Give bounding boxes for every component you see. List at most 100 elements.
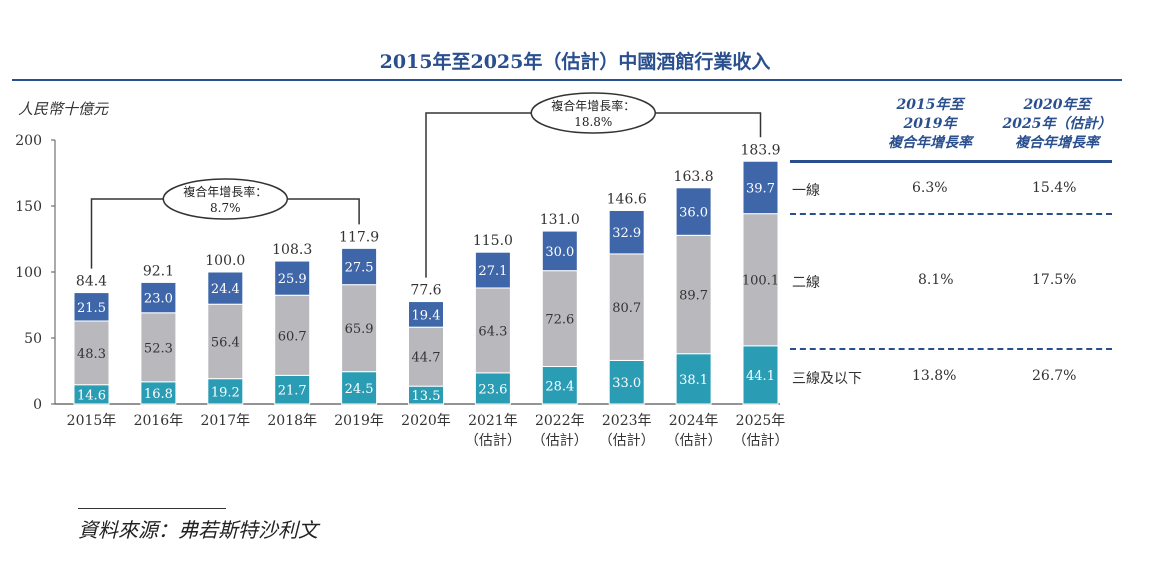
- bar-segment: [675, 353, 712, 405]
- table-header-2015-2019: 2015年至 2019年 複合年增長率: [870, 96, 990, 153]
- y-tick-label: 0: [33, 397, 42, 413]
- bar-value-label: 27.5: [345, 261, 374, 276]
- table-row-tier-3-label: 三線及以下: [792, 371, 862, 387]
- bar-value-label: 19.4: [412, 308, 441, 323]
- stacked-bar-chart: 人民幣十億元 0 50 100 150 200 14.6 48.3 21.5 84.4 2015年 1…: [15, 92, 789, 449]
- bar-value-label: 48.3: [77, 347, 106, 362]
- bar-segment: [341, 284, 378, 373]
- bar-segment: [274, 260, 311, 296]
- bar-total-label: 92.1: [143, 263, 174, 279]
- bar-segment: [474, 372, 511, 405]
- bar-value-label: 38.1: [679, 373, 708, 388]
- bar-segment: [608, 209, 645, 255]
- bar-total-label: 77.6: [410, 283, 441, 299]
- table-top-rule: [790, 160, 1112, 163]
- table-row-tier-1-cagr-2015-2019: 6.3%: [912, 180, 948, 196]
- bar-value-label: 33.0: [612, 376, 641, 391]
- x-tick-label-sub: （估計）: [465, 433, 521, 449]
- cagr-callout: [530, 92, 656, 134]
- table-row-tier-1-cagr-2020-2025: 15.4%: [1032, 180, 1077, 196]
- x-tick-label: 2017年: [200, 413, 250, 429]
- table-row-tier-2-cagr-2015-2019: 8.1%: [918, 272, 954, 288]
- x-tick-label: 2021年: [468, 413, 518, 429]
- bar-total-label: 146.6: [607, 191, 647, 207]
- cagr-callout-label: 複合年增長率：: [551, 98, 635, 113]
- table-header-2020-2025-line1: 2020年至: [1023, 97, 1091, 113]
- y-tick-label: 150: [15, 199, 42, 215]
- x-tick-label: 2020年: [401, 413, 451, 429]
- table-header-2020-2025-line2: 2025年（估計）: [1002, 116, 1112, 132]
- bar-value-label: 25.9: [278, 272, 307, 287]
- bar-value-label: 16.8: [144, 387, 173, 402]
- bar-value-label: 24.4: [211, 282, 240, 297]
- bar-segment: [541, 230, 578, 272]
- bar-segment: [274, 294, 311, 376]
- table-row-tier-2-cagr-2020-2025: 17.5%: [1032, 272, 1077, 288]
- x-tick-label-sub: （估計）: [599, 433, 655, 449]
- bar-value-label: 44.7: [412, 351, 441, 366]
- bar-segment: [541, 270, 578, 368]
- x-tick-label: 2024年: [669, 413, 719, 429]
- bar-total-label: 117.9: [339, 229, 379, 245]
- bar-value-label: 14.6: [77, 388, 106, 403]
- bar-value-label: 65.9: [345, 322, 374, 337]
- bar-segment: [408, 326, 444, 387]
- bar-value-label: 36.0: [679, 206, 708, 221]
- bar-total-label: 115.0: [473, 233, 513, 249]
- y-axis-label: 人民幣十億元: [18, 100, 109, 118]
- bar-segment: [73, 320, 110, 386]
- x-tick-label: 2019年: [334, 413, 384, 429]
- y-tick-label: 200: [15, 133, 42, 149]
- bar-segment: [541, 366, 578, 405]
- table-row-tier-3-cagr-2015-2019: 13.8%: [912, 368, 957, 384]
- table-header-2020-2025-line3: 複合年增長率: [1015, 135, 1099, 151]
- title-divider: [12, 79, 1122, 81]
- bar-segment: [274, 374, 311, 405]
- bar-segment: [675, 187, 712, 236]
- x-tick-label: 2023年: [602, 413, 652, 429]
- bar-value-label: 28.4: [545, 379, 574, 394]
- bar-segment: [474, 251, 511, 289]
- cagr-callout-value: 18.8%: [574, 115, 612, 129]
- bar-value-label: 72.6: [545, 313, 574, 328]
- bar-total-label: 183.9: [740, 142, 780, 158]
- table-row-tier-1-label: 一線: [792, 183, 820, 199]
- chart-title: 2015年至2025年（估計）中國酒館行業收入: [379, 51, 771, 73]
- table-row-tier-3-cagr-2020-2025: 26.7%: [1032, 368, 1077, 384]
- table-header-2020-2025: 2020年至 2025年（估計） 複合年增長率: [992, 96, 1122, 153]
- cagr-callout-value: 8.7%: [210, 201, 241, 215]
- bar-value-label: 23.0: [144, 292, 173, 307]
- bar-value-label: 27.1: [478, 264, 507, 279]
- bar-segment: [341, 371, 378, 405]
- bar-value-label: 32.9: [612, 226, 641, 241]
- bar-value-label: 64.3: [478, 324, 507, 339]
- x-tick-label: 2022年: [535, 413, 585, 429]
- x-tick-label: 2018年: [267, 413, 317, 429]
- bar-value-label: 23.6: [478, 382, 507, 397]
- bar-segment: [140, 312, 177, 383]
- bar-value-label: 39.7: [746, 181, 775, 196]
- source-divider: [78, 508, 226, 509]
- bar-total-label: 84.4: [76, 274, 107, 290]
- bar-segment: [140, 281, 177, 314]
- bar-value-label: 44.1: [746, 369, 775, 384]
- bar-segment: [207, 303, 244, 380]
- bar-total-label: 163.8: [674, 169, 714, 185]
- bar-value-label: 100.1: [742, 274, 779, 289]
- y-tick-label: 50: [24, 331, 42, 347]
- bar-value-label: 21.7: [278, 384, 307, 399]
- y-tick-label: 100: [15, 265, 42, 281]
- bar-value-label: 24.5: [345, 382, 374, 397]
- bar-total-label: 131.0: [540, 212, 580, 228]
- table-header-2015-2019-line1: 2015年至: [896, 97, 964, 113]
- bar-value-label: 80.7: [612, 301, 641, 316]
- bar-value-label: 21.5: [77, 301, 106, 316]
- x-tick-label: 2015年: [67, 413, 117, 429]
- bar-segment: [73, 292, 110, 322]
- bar-value-label: 52.3: [144, 341, 173, 356]
- bar-value-label: 56.4: [211, 335, 240, 350]
- bar-segment: [742, 345, 779, 405]
- x-tick-label-sub: （估計）: [532, 433, 588, 449]
- bar-segment: [675, 234, 712, 355]
- bar-segment: [742, 160, 779, 215]
